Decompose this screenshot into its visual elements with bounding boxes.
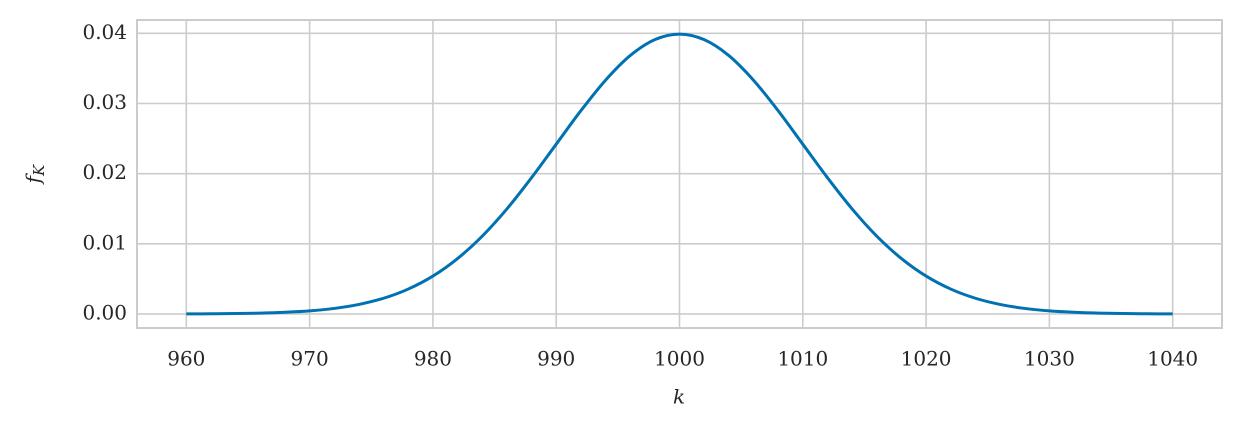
y-tick-label: 0.03 [82,90,127,114]
data-line [186,32,1173,316]
x-tick-label: 1030 [1024,347,1075,371]
y-tick-label: 0.00 [82,300,127,324]
x-tick-label: 1000 [654,347,705,371]
x-tick-label: 990 [537,347,575,371]
x-tick-label: 970 [291,347,329,371]
y-tick-label: 0.01 [82,230,127,254]
y-label-sub: K [30,164,48,177]
x-axis-label: k [673,385,685,409]
x-tick-label: 1020 [901,347,952,371]
y-axis-label: fK [21,164,49,185]
x-tick-label: 1040 [1147,347,1198,371]
x-tick-label: 1010 [777,347,828,371]
x-tick-label: 960 [167,347,205,371]
y-tick-label: 0.04 [82,20,127,44]
x-tick-label: 980 [414,347,452,371]
y-tick-label: 0.02 [82,160,127,184]
